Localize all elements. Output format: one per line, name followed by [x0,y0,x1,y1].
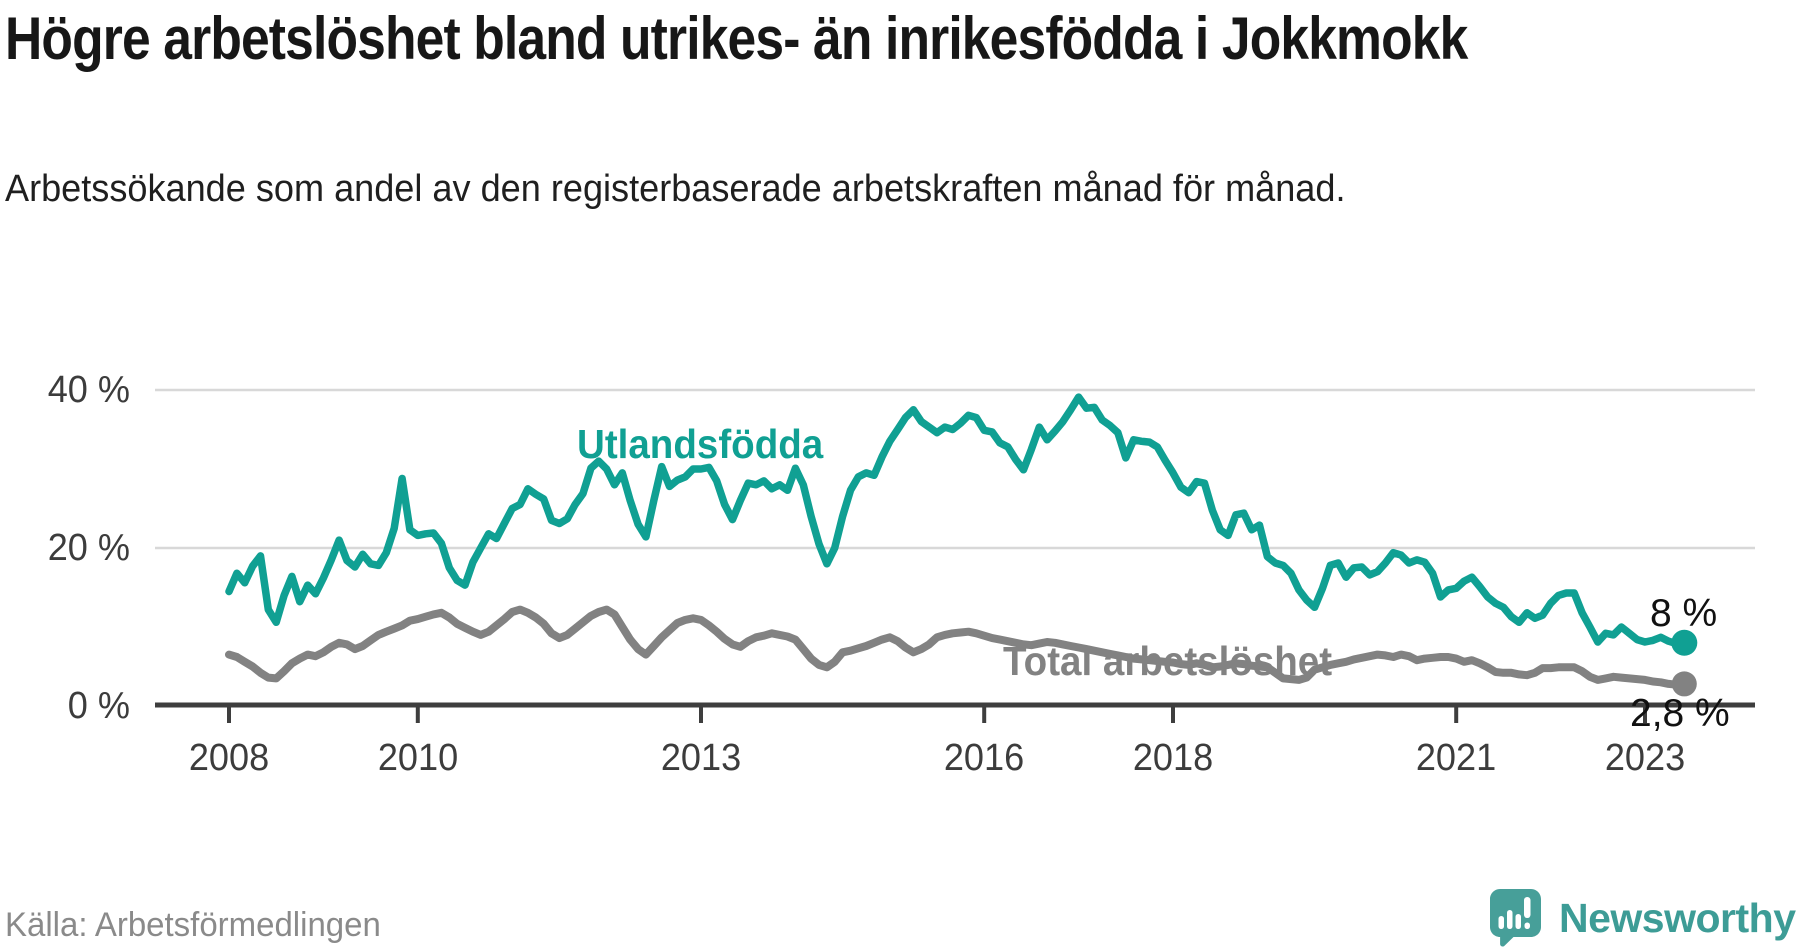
x-axis-ticks [227,707,1648,723]
end-dot-utlandsfodda [1671,629,1698,656]
line-utlandsfodda [225,393,1689,648]
end-dot-total [1671,671,1697,697]
brand-logo: Newsworthy [1488,888,1796,948]
end-value-label-utlandsfodda: 8 % [1650,592,1718,635]
x-axis-tick-label: 2013 [660,737,742,779]
series-label-utlandsfodda: Utlandsfödda [577,421,824,467]
x-axis-tick-label: 2008 [188,737,270,779]
brand-name: Newsworthy [1559,895,1796,941]
series-label-total-arbetsloshet: Total arbetslöshet [1003,638,1333,684]
y-axis-tick-label: 0 % [67,685,130,727]
x-axis-tick-label: 2021 [1416,737,1497,779]
gridlines [155,388,1755,550]
x-axis-tick-label: 2010 [377,737,458,779]
end-value-label-total: 2,8 % [1630,692,1730,735]
x-axis-tick-label: 2023 [1604,737,1686,779]
x-axis-tick-label: 2016 [944,737,1025,779]
y-axis-tick-label: 40 % [47,369,130,411]
x-axis-tick-label: 2018 [1132,737,1214,779]
newsworthy-icon [1490,889,1541,947]
chart-subtitle: Arbetssökande som andel av den registerb… [5,168,1346,210]
page-title: Högre arbetslöshet bland utrikes- än inr… [5,5,1468,72]
source-note: Källa: Arbetsförmedlingen [5,906,381,944]
y-axis-tick-label: 20 % [47,527,130,569]
line-total-arbetsloshet [225,605,1689,689]
